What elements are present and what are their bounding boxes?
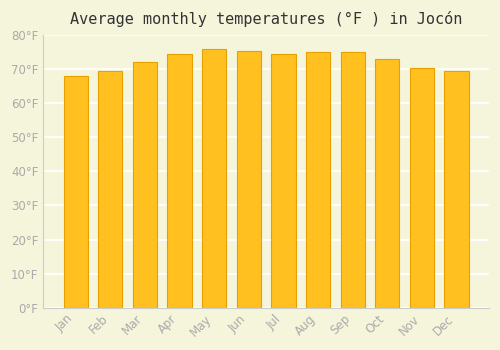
Bar bbox=[444, 71, 468, 308]
Bar bbox=[98, 71, 122, 308]
Bar bbox=[410, 68, 434, 308]
Bar bbox=[340, 52, 365, 308]
Bar bbox=[236, 50, 261, 308]
Bar bbox=[64, 76, 88, 308]
Bar bbox=[375, 59, 400, 308]
Title: Average monthly temperatures (°F ) in Jocón: Average monthly temperatures (°F ) in Jo… bbox=[70, 11, 462, 27]
Bar bbox=[272, 54, 295, 308]
Bar bbox=[306, 52, 330, 308]
Bar bbox=[202, 49, 226, 308]
Bar bbox=[133, 62, 157, 308]
Bar bbox=[168, 54, 192, 308]
